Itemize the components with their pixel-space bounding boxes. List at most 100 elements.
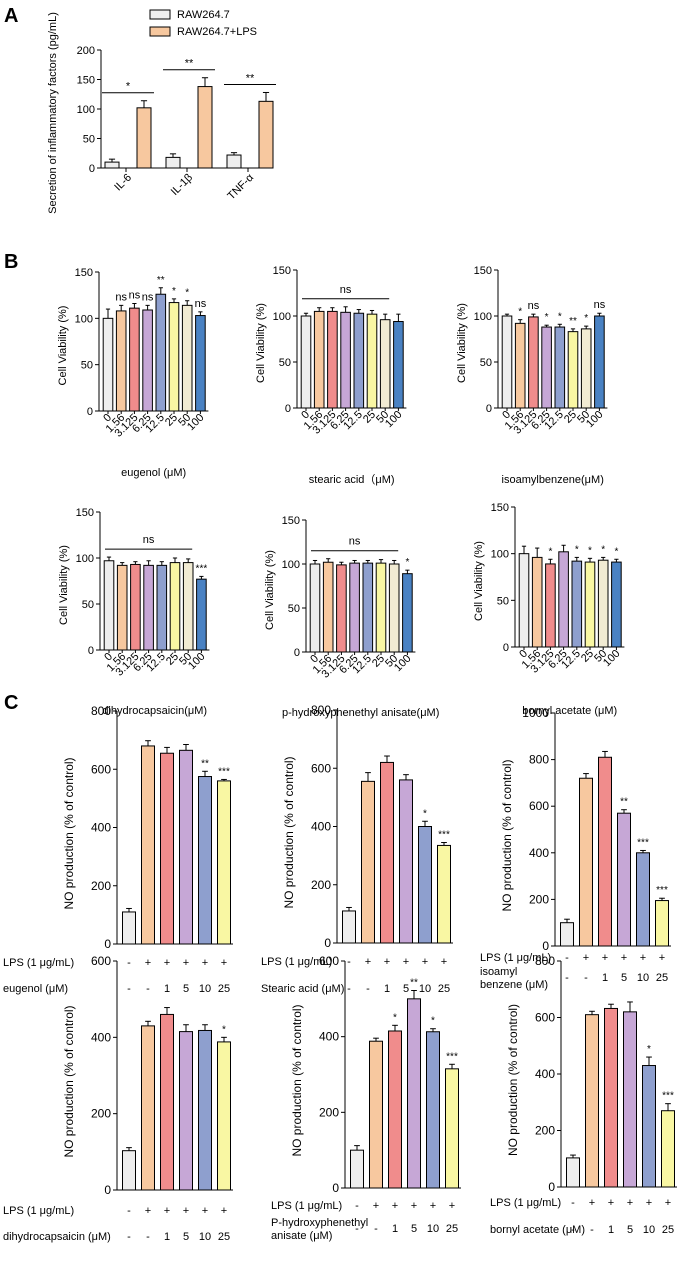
compound-label: eugenol (μM): [3, 983, 68, 995]
lps-sign: -: [565, 952, 569, 964]
bar: [426, 1031, 440, 1189]
y-tick-label: 50: [480, 357, 492, 369]
y-tick-label: 150: [76, 507, 94, 519]
significance-mark: *: [185, 288, 189, 299]
bar: [594, 315, 605, 409]
compound-label: benzene (μM): [480, 979, 548, 991]
group-significance-mark: ns: [143, 534, 155, 546]
compound-label: P-hydroxyphenethyl: [271, 1217, 368, 1229]
lps-sign: +: [441, 956, 447, 968]
significance-mark: **: [569, 316, 577, 327]
bar: [388, 1030, 402, 1189]
y-tick-label: 600: [319, 954, 339, 968]
bar: [179, 749, 193, 945]
compound-dose: 1: [392, 1223, 398, 1235]
lps-sign: +: [665, 1197, 671, 1209]
lps-sign: -: [355, 1200, 359, 1212]
chart-C1: 0 200 400 600 800 NO production (% of control…: [3, 704, 233, 995]
lps-sign: +: [183, 1205, 189, 1217]
lps-label: LPS (1 μg/mL): [480, 952, 551, 964]
y-tick-label: 100: [474, 311, 492, 323]
compound-dose: 10: [637, 972, 649, 984]
y-tick-label: 100: [75, 313, 93, 325]
lps-sign: -: [347, 956, 351, 968]
y-tick-label: 0: [104, 937, 111, 951]
compound-label: dihydrocapsaicin (μM): [3, 1231, 111, 1243]
x-tick-label: TNF-α: [225, 171, 256, 202]
y-tick-label: 100: [282, 559, 300, 571]
compound-dose: -: [127, 983, 131, 995]
chart-C5: 0 200 400 600 NO production (% of control) - -…: [271, 954, 461, 1242]
compound-label: Stearic acid (μM): [261, 983, 344, 995]
y-tick-label: 800: [91, 704, 111, 718]
compound-dose: 25: [218, 1231, 230, 1243]
lps-sign: +: [608, 1197, 614, 1209]
significance-mark: *: [222, 1024, 226, 1035]
bar: [155, 293, 167, 412]
bar: [558, 551, 569, 648]
lps-sign: +: [422, 956, 428, 968]
lps-sign: +: [164, 957, 170, 969]
y-tick-label: 200: [77, 45, 95, 57]
chart-C3: 0 200 400 600 800 1000 NO production (% of con…: [480, 706, 671, 991]
y-axis-label: Secretion of inflammatory factors (pg/mL…: [47, 12, 59, 214]
bar: [554, 326, 566, 409]
bar: [369, 1040, 383, 1189]
group-significance-mark: ns: [340, 284, 352, 296]
lps-sign: +: [164, 1205, 170, 1217]
lps-sign: +: [659, 952, 665, 964]
significance-mark: ns: [195, 298, 207, 310]
bar: [623, 1011, 637, 1188]
significance-mark: ***: [662, 1091, 674, 1102]
panel-label: A: [4, 5, 18, 27]
panel-label: B: [4, 251, 18, 273]
bar: [407, 998, 421, 1189]
bar: [567, 331, 579, 409]
bar: [353, 312, 365, 409]
bar: [584, 561, 596, 648]
y-tick-label: 200: [319, 1105, 339, 1119]
bar: [115, 310, 127, 412]
bar: [566, 1157, 580, 1188]
compound-dose: 1: [164, 983, 170, 995]
bar: [129, 307, 140, 412]
bar: [545, 563, 556, 648]
compound-dose: 5: [183, 1231, 189, 1243]
significance-mark: **: [246, 72, 255, 84]
significance-mark: *: [558, 311, 562, 322]
bar: [313, 310, 325, 409]
bar: [380, 761, 394, 944]
bar: [350, 1149, 364, 1189]
x-tick-label: 100: [186, 651, 207, 672]
bar: [198, 776, 212, 945]
y-tick-label: 800: [311, 703, 331, 717]
lps-sign: +: [202, 957, 208, 969]
significance-mark: **: [201, 758, 209, 769]
bar: [362, 562, 374, 653]
compound-dose: 10: [419, 983, 431, 995]
y-axis-label: NO production (% of control): [506, 1004, 520, 1156]
y-tick-label: 150: [491, 502, 509, 514]
bar: [181, 304, 193, 412]
y-tick-label: 150: [282, 515, 300, 527]
lps-label: LPS (1 μg/mL): [261, 956, 332, 968]
compound-dose: 5: [403, 983, 409, 995]
bar: [116, 564, 128, 651]
bar: [300, 315, 312, 409]
bar: [156, 564, 168, 651]
y-tick-label: 600: [91, 954, 111, 968]
y-tick-label: 150: [75, 267, 93, 279]
bar: [168, 302, 180, 412]
y-tick-label: 0: [324, 936, 331, 950]
significance-mark: ns: [528, 300, 540, 312]
bar: [179, 1031, 193, 1191]
lps-label: LPS (1 μg/mL): [271, 1200, 342, 1212]
compound-dose: 1: [602, 972, 608, 984]
bar: [141, 1025, 155, 1191]
x-tick-label: IL-1β: [169, 172, 195, 198]
bar: [327, 310, 338, 409]
y-tick-label: 1000: [522, 706, 549, 720]
y-tick-label: 0: [87, 406, 93, 418]
